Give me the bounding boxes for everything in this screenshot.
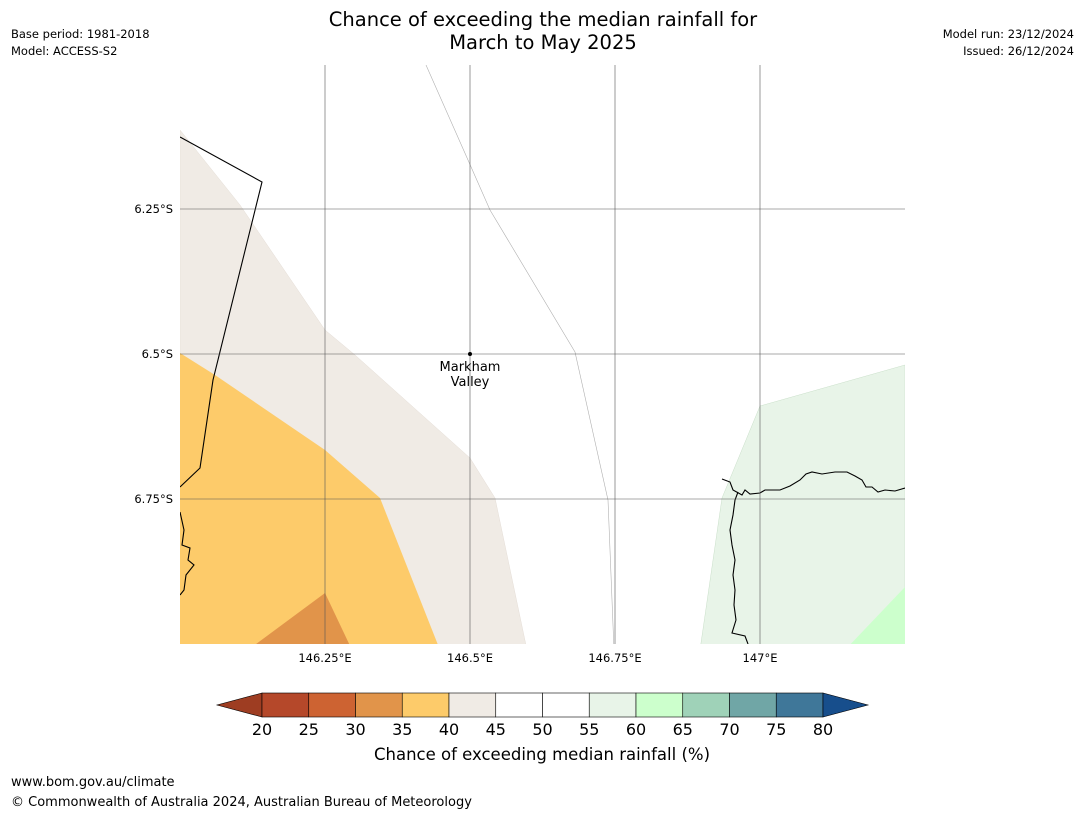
footer-url: www.bom.gov.au/climate (11, 775, 175, 790)
colorbar-tick: 25 (298, 720, 319, 739)
colorbar-segment (308, 692, 356, 718)
colorbar-tick: 75 (766, 720, 787, 739)
colorbar-label: Chance of exceeding median rainfall (%) (373, 745, 711, 764)
place-label-markham-valley: Markham Valley (410, 360, 530, 390)
colorbar-segment (635, 692, 684, 718)
place-label-line-2: Valley (450, 375, 490, 390)
colorbar-segment (775, 692, 824, 718)
model-info: Base period: 1981-2018 Model: ACCESS-S2 (11, 26, 150, 60)
colorbar (215, 692, 870, 718)
base-period: Base period: 1981-2018 (11, 27, 150, 41)
colorbar-segment (261, 692, 310, 718)
region-30-35 (256, 593, 350, 644)
location-marker (468, 352, 472, 356)
colorbar-segment (729, 692, 777, 718)
river-line (729, 491, 749, 644)
colorbar-segment (401, 692, 450, 718)
colorbar-segment (682, 692, 730, 718)
region-35-40 (180, 353, 438, 644)
colorbar-segment (355, 692, 403, 718)
colorbar-extend-high (822, 692, 870, 718)
lat-label-6-5: 6.5°S (141, 347, 173, 361)
model-name: Model: ACCESS-S2 (11, 44, 118, 58)
footer-copyright: © Commonwealth of Australia 2024, Austra… (11, 795, 472, 810)
lon-label-146-75: 146.75°E (588, 651, 642, 665)
lat-label-6-75: 6.75°S (134, 492, 173, 506)
region-55-60 (700, 364, 905, 644)
colorbar-tick: 80 (812, 720, 834, 739)
west-coastline (180, 511, 195, 596)
lon-label-146-5: 146.5°E (447, 651, 493, 665)
colorbar-segment (542, 692, 590, 718)
lon-label-147: 147°E (742, 651, 778, 665)
colorbar-segment (448, 692, 497, 718)
title-line-2: March to May 2025 (449, 31, 637, 54)
colorbar-tick: 35 (392, 720, 413, 739)
title-line-1: Chance of exceeding the median rainfall … (328, 8, 758, 31)
colorbar-tick: 60 (625, 720, 647, 739)
colorbar-segment (588, 692, 637, 718)
border-line (180, 136, 263, 488)
colorbar-tick: 20 (251, 720, 273, 739)
colorbar-tick: 45 (485, 720, 506, 739)
region-60-65 (850, 587, 905, 644)
colorbar-tick: 70 (719, 720, 740, 739)
place-label-line-1: Markham (439, 360, 501, 375)
colorbar-tick: 65 (672, 720, 693, 739)
colorbar-tick: 30 (345, 720, 366, 739)
rainfall-probability-layer (180, 65, 905, 644)
colorbar-tick: 55 (579, 720, 600, 739)
lat-label-6-25: 6.25°S (134, 202, 173, 216)
boundary-line (425, 65, 615, 644)
map-title: Chance of exceeding the median rainfall … (243, 8, 843, 54)
colorbar-segment (495, 692, 543, 718)
model-run-date: Model run: 23/12/2024 (942, 27, 1074, 41)
east-coastline (721, 471, 905, 496)
lon-label-146-25: 146.25°E (298, 651, 352, 665)
issued-date: Issued: 26/12/2024 (963, 44, 1074, 58)
colorbar-tick: 50 (532, 720, 553, 739)
colorbar-extend-low (215, 692, 263, 718)
run-info: Model run: 23/12/2024 Issued: 26/12/2024 (943, 26, 1074, 60)
colorbar-tick: 40 (438, 720, 460, 739)
